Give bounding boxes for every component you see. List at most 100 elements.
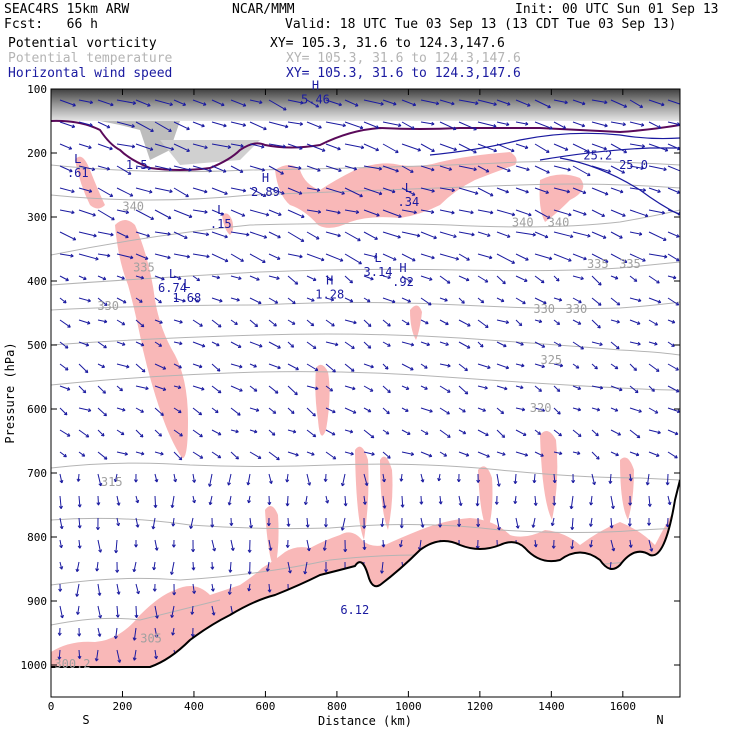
y-tick-label: 1000 bbox=[21, 659, 48, 672]
wind-vector bbox=[382, 143, 399, 153]
wind-vector-head bbox=[121, 276, 125, 280]
wind-vector-head bbox=[675, 302, 680, 306]
wind-vector bbox=[629, 165, 644, 169]
wind-vector-head bbox=[676, 257, 680, 262]
wind-vector bbox=[515, 121, 529, 125]
wind-vector bbox=[629, 407, 642, 413]
legend-theta-label: Potential temperature bbox=[8, 51, 173, 66]
wind-vector-head bbox=[424, 386, 428, 390]
wind-vector bbox=[135, 385, 149, 390]
wind-vector-head bbox=[269, 480, 273, 484]
wind-vector-head bbox=[575, 365, 580, 369]
wind-vector-head bbox=[222, 169, 227, 173]
wind-vector-head bbox=[66, 433, 71, 437]
wind-vector bbox=[135, 121, 154, 132]
wind-vector-head bbox=[400, 504, 405, 508]
wind-vector-head bbox=[77, 525, 82, 529]
wind-vector bbox=[135, 319, 145, 328]
wind-vector-head bbox=[655, 368, 660, 372]
wind-vector bbox=[553, 231, 574, 238]
wind-vector bbox=[229, 583, 232, 595]
x-tick-label: 0 bbox=[48, 700, 55, 713]
wind-vector-head bbox=[210, 588, 215, 592]
wind-vector bbox=[171, 495, 175, 508]
wind-vector-head bbox=[455, 256, 460, 261]
wind-vector-head bbox=[387, 455, 391, 459]
wind-vector-head bbox=[543, 300, 547, 305]
wind-vector bbox=[344, 385, 356, 390]
wind-vector bbox=[96, 561, 99, 572]
wind-vector-head bbox=[263, 234, 268, 239]
wind-vector bbox=[192, 209, 208, 213]
wind-vector bbox=[97, 407, 107, 417]
wind-vector-head bbox=[310, 322, 315, 327]
wind-vector bbox=[135, 495, 139, 504]
wind-vector bbox=[268, 583, 271, 593]
wind-vector-head bbox=[106, 124, 111, 129]
wind-vector-head bbox=[150, 216, 155, 220]
wind-vector-head bbox=[634, 389, 639, 394]
pv-extremum-value: .15 bbox=[210, 217, 232, 231]
wind-vector bbox=[344, 99, 359, 107]
wind-vector bbox=[325, 231, 341, 237]
wind-vector bbox=[173, 187, 189, 198]
wind-vector-head bbox=[464, 390, 469, 395]
wind-vector-head bbox=[399, 478, 404, 482]
wind-vector-head bbox=[446, 280, 451, 284]
wind-vector-head bbox=[241, 213, 246, 217]
wind-vector-head bbox=[227, 591, 232, 595]
wind-vector-head bbox=[284, 124, 289, 129]
theta-label: 305 bbox=[140, 632, 162, 646]
wind-vector-head bbox=[355, 210, 360, 214]
wind-vector bbox=[97, 451, 108, 460]
wind-vector bbox=[230, 275, 242, 280]
wind-vector bbox=[667, 363, 679, 371]
wind-vector-head bbox=[305, 524, 310, 528]
wind-vector-head bbox=[285, 479, 290, 483]
wind-vector bbox=[572, 429, 582, 437]
wind-vector bbox=[534, 385, 542, 392]
wind-vector-head bbox=[447, 434, 451, 438]
wind-vector-head bbox=[208, 168, 212, 173]
wind-vector-head bbox=[247, 571, 252, 575]
wind-vector-head bbox=[170, 146, 175, 151]
wind-vector-head bbox=[201, 123, 205, 128]
wind-vector-head bbox=[473, 126, 477, 131]
wind-vector bbox=[610, 143, 627, 154]
wind-vector bbox=[192, 407, 202, 416]
pv-extremum-value: .92 bbox=[392, 275, 414, 289]
wind-vector bbox=[553, 165, 571, 171]
wind-vector-head bbox=[131, 124, 135, 128]
wind-vector bbox=[344, 165, 357, 170]
wind-vector bbox=[59, 121, 75, 128]
wind-vector-head bbox=[65, 277, 69, 282]
wind-vector-head bbox=[161, 276, 165, 281]
wind-vector bbox=[667, 165, 680, 172]
wind-vector-head bbox=[131, 144, 136, 149]
wind-vector-head bbox=[465, 452, 470, 457]
wind-vector bbox=[439, 341, 449, 346]
wind-vector-head bbox=[351, 345, 355, 349]
wind-vector bbox=[116, 187, 134, 197]
wind-vector-head bbox=[342, 123, 346, 128]
wind-vector-head bbox=[276, 276, 280, 280]
wind-vector bbox=[648, 165, 667, 171]
wind-vector-head bbox=[411, 126, 415, 130]
x-tick-label: 800 bbox=[327, 700, 347, 713]
wind-vector bbox=[133, 649, 137, 661]
wind-vector bbox=[249, 187, 267, 197]
wind-vector bbox=[154, 319, 163, 324]
wind-vector-head bbox=[380, 101, 384, 106]
wind-vector bbox=[629, 209, 649, 217]
wind-vector bbox=[515, 253, 529, 261]
wind-vector-head bbox=[362, 525, 367, 529]
wind-vector bbox=[551, 517, 555, 526]
wind-vector-head bbox=[426, 342, 430, 347]
wind-vector bbox=[363, 275, 374, 280]
wind-vector-head bbox=[568, 258, 572, 262]
wind-vector bbox=[572, 121, 585, 127]
wind-vector-head bbox=[417, 147, 421, 152]
wind-vector bbox=[591, 473, 596, 485]
wind-vector bbox=[211, 165, 227, 173]
wind-vector bbox=[476, 495, 479, 507]
